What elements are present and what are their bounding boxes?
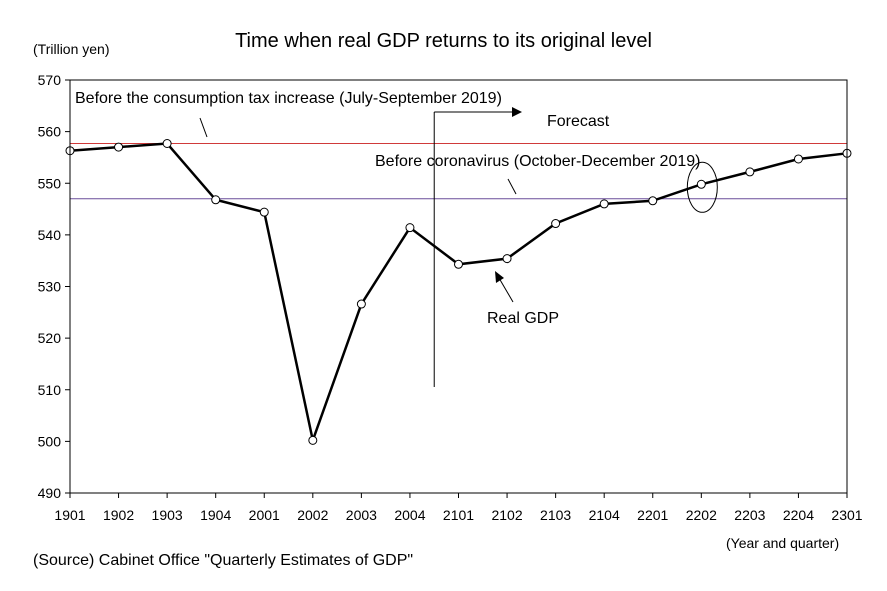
data-point <box>211 195 221 205</box>
reference-leader-line <box>199 117 208 138</box>
chart-title: Time when real GDP returns to its origin… <box>235 30 652 52</box>
x-tick-label: 1901 <box>54 507 85 523</box>
data-point <box>308 435 318 445</box>
x-tick-label: 1903 <box>152 507 183 523</box>
x-tick-label: 2203 <box>734 507 765 523</box>
x-tick-label: 2004 <box>394 507 425 523</box>
y-tick-label: 500 <box>38 433 62 449</box>
x-tick-label: 2104 <box>589 507 620 523</box>
reference-line-label: Before the consumption tax increase (Jul… <box>75 90 502 107</box>
series-label-leader <box>498 277 514 303</box>
data-point <box>356 299 366 309</box>
y-tick-label: 550 <box>38 175 62 191</box>
x-tick-label: 2102 <box>491 507 522 523</box>
x-tick-label: 2001 <box>249 507 280 523</box>
forecast-arrowhead-icon <box>512 107 522 117</box>
x-tick-label: 2301 <box>831 507 862 523</box>
y-tick-label: 560 <box>38 124 62 140</box>
x-axis-label: (Year and quarter) <box>726 535 840 551</box>
data-point <box>793 154 803 164</box>
x-tick-label: 2201 <box>637 507 668 523</box>
x-tick-label: 1902 <box>103 507 134 523</box>
data-point <box>454 259 463 269</box>
y-axis-label: (Trillion yen) <box>33 41 110 57</box>
reference-line-label: Before coronavirus (October-December 201… <box>375 153 700 170</box>
source-note: (Source) Cabinet Office "Quarterly Estim… <box>33 552 414 569</box>
forecast-label: Forecast <box>547 113 610 130</box>
series-label-arrowhead-icon <box>495 271 504 283</box>
reference-leader-line <box>507 178 517 195</box>
data-point <box>405 223 415 233</box>
x-tick-label: 2101 <box>443 507 474 523</box>
data-point <box>259 207 269 217</box>
y-tick-label: 490 <box>38 485 62 501</box>
x-tick-label: 2002 <box>297 507 328 523</box>
x-tick-label: 1904 <box>200 507 231 523</box>
x-tick-label: 2204 <box>783 507 814 523</box>
series-line <box>69 142 848 445</box>
y-tick-label: 570 <box>38 72 62 88</box>
y-tick-label: 540 <box>38 227 62 243</box>
highlight-ellipse <box>686 161 718 213</box>
y-tick-label: 520 <box>38 330 62 346</box>
y-tick-label: 510 <box>38 382 62 398</box>
x-tick-label: 2202 <box>686 507 717 523</box>
x-tick-label: 2003 <box>346 507 377 523</box>
data-point <box>648 196 658 206</box>
data-point <box>696 179 706 189</box>
data-point <box>114 142 124 152</box>
data-point <box>745 167 755 177</box>
series-label: Real GDP <box>487 310 559 327</box>
x-tick-label: 2103 <box>540 507 571 523</box>
data-point <box>551 219 561 229</box>
data-point <box>162 138 172 148</box>
data-point <box>599 199 609 209</box>
y-tick-label: 530 <box>38 279 62 295</box>
data-point <box>502 254 512 264</box>
plot-frame <box>69 79 848 494</box>
